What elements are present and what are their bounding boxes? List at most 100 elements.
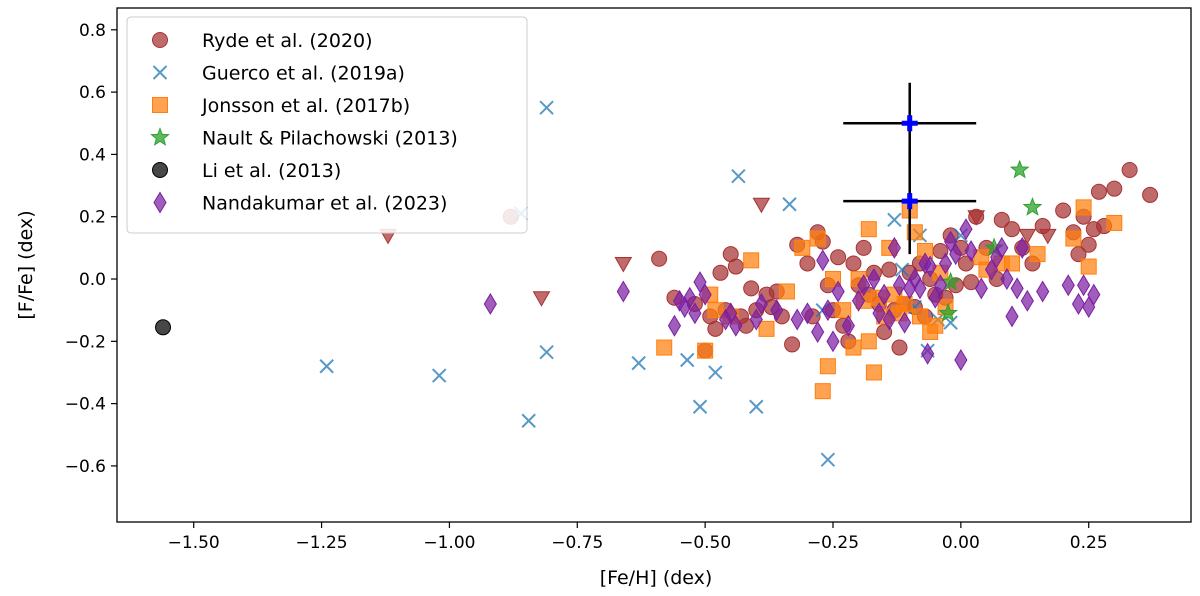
legend-marker-guerco-et-al-2019a (152, 65, 168, 80)
data-point-nandakumar-et-al-2023 (923, 255, 937, 278)
ticks-layer: −1.50 −1.25 −1.00 −0.75 −0.50 −0.25 0.00 0.25 −0… (65, 21, 1108, 553)
data-point-ryde-et-al-2020 (1004, 221, 1020, 238)
x-tick-label: 0.25 (1070, 533, 1108, 553)
data-point-nandakumar-et-al-2023 (1082, 296, 1096, 319)
x-axis-label: [Fe/H] (dex) (600, 567, 713, 589)
data-point-nandakumar-et-al-2023 (1005, 305, 1019, 328)
data-point-nandakumar-et-al-2023 (938, 252, 953, 275)
data-point-nandakumar-et-al-2023 (1015, 236, 1029, 259)
data-point-ryde-et-al-2020 (876, 323, 893, 340)
data-point-guerco-et-al-2019a (782, 197, 797, 212)
legend-marker-nault-pilachowski-2013 (150, 127, 170, 146)
legend-label-jonsson-et-al-2017b: Jonsson et al. (2017b) (201, 95, 410, 117)
data-point-ryde-et-al-2020 (743, 280, 760, 297)
data-point-guerco-et-al-2019a (539, 345, 554, 360)
data-layer (155, 100, 1159, 467)
data-point-guerco-et-al-2019a (539, 100, 554, 115)
data-point-nandakumar-et-al-2023 (698, 283, 712, 306)
data-point-jonsson-et-al-2017b (743, 252, 760, 269)
data-point-nandakumar-et-al-2023 (857, 274, 871, 297)
data-point-ryde-et-al-2020 (799, 255, 816, 272)
data-point-ryde-et-al-2020 (651, 250, 668, 267)
data-point-nandakumar-et-al-2023 (928, 286, 942, 309)
data-point-nault-pilachowski-2013 (1022, 196, 1043, 216)
data-point-nandakumar-et-al-2023 (995, 236, 1009, 259)
data-point-jonsson-et-al-2017b (819, 358, 836, 375)
data-point-nandakumar-et-al-2023 (688, 302, 702, 325)
data-point-nandakumar-et-al-2023 (898, 311, 912, 334)
x-tick-label: 0.00 (942, 533, 980, 553)
data-point-nandakumar-et-al-2023 (882, 308, 896, 331)
data-point-nandakumar-et-al-2023 (974, 277, 988, 300)
data-point-jonsson-et-al-2017b (1065, 230, 1082, 247)
legend-label-guerco-et-al-2019a: Guerco et al. (2019a) (202, 63, 405, 85)
data-point-nandakumar-et-al-2023 (770, 299, 784, 322)
data-point-nandakumar-et-al-2023 (693, 271, 707, 294)
data-point-nandakumar-et-al-2023 (800, 302, 815, 325)
data-point-nandakumar-et-al-2023 (724, 302, 738, 325)
data-point-nandakumar-et-al-2023 (851, 289, 866, 312)
data-point-nandakumar-et-al-2023 (483, 292, 497, 315)
data-point-ryde-et-al-2020-upper-limits (1038, 228, 1057, 245)
data-point-jonsson-et-al-2017b (1075, 199, 1092, 216)
data-point-ryde-et-al-2020 (1142, 186, 1159, 203)
data-point-guerco-et-al-2019a (692, 399, 708, 414)
data-point-nandakumar-et-al-2023 (1087, 283, 1101, 306)
x-tick-label: −0.25 (807, 533, 859, 553)
data-point-nandakumar-et-al-2023 (921, 342, 935, 365)
legend-marker-li-et-al-2013 (152, 162, 168, 178)
data-point-jonsson-et-al-2017b (1004, 255, 1020, 272)
data-point-nandakumar-et-al-2023 (1020, 289, 1034, 312)
data-point-nandakumar-et-al-2023 (831, 280, 845, 303)
data-point-ryde-et-al-2020 (830, 249, 847, 266)
error-point-marker (901, 193, 918, 210)
data-point-nandakumar-et-al-2023 (754, 292, 768, 315)
data-point-guerco-et-al-2019a (708, 365, 723, 380)
data-point-jonsson-et-al-2017b (835, 302, 852, 319)
data-point-jonsson-et-al-2017b (860, 333, 877, 350)
data-point-guerco-et-al-2019a (431, 368, 447, 383)
data-point-jonsson-et-al-2017b (865, 364, 882, 381)
data-point-nandakumar-et-al-2023 (1000, 268, 1014, 290)
data-point-nandakumar-et-al-2023 (816, 249, 830, 272)
y-tick-label: −0.2 (65, 332, 106, 352)
data-point-nandakumar-et-al-2023 (944, 230, 958, 253)
legend-label-nandakumar-et-al-2023: Nandakumar et al. (2023) (202, 193, 447, 215)
data-point-jonsson-et-al-2017b (860, 221, 877, 238)
data-point-nandakumar-et-al-2023 (1061, 274, 1075, 297)
data-point-jonsson-et-al-2017b (758, 320, 775, 337)
data-point-ryde-et-al-2020 (845, 255, 862, 272)
data-point-nandakumar-et-al-2023 (811, 321, 825, 343)
legend-label-ryde-et-al-2020: Ryde et al. (2020) (202, 30, 373, 52)
data-point-nandakumar-et-al-2023 (954, 349, 968, 371)
data-point-nandakumar-et-al-2023 (872, 302, 886, 325)
data-point-guerco-et-al-2019a (887, 212, 902, 228)
x-tick-label: −0.75 (551, 533, 603, 553)
data-point-ryde-et-al-2020-upper-limits (752, 197, 771, 214)
data-point-nandakumar-et-al-2023 (913, 277, 927, 300)
data-point-jonsson-et-al-2017b (697, 342, 714, 359)
data-point-ryde-et-al-2020 (855, 239, 872, 256)
data-point-ryde-et-al-2020 (993, 211, 1010, 228)
data-point-guerco-et-al-2019a (894, 262, 910, 277)
plot-frame (116, 7, 1192, 523)
data-point-guerco-et-al-2019a (820, 452, 836, 467)
data-point-ryde-et-al-2020 (1080, 236, 1097, 253)
legend-marker-nandakumar-et-al-2023 (153, 191, 167, 214)
data-point-jonsson-et-al-2017b (1106, 214, 1123, 231)
data-point-ryde-et-al-2020 (707, 320, 724, 337)
y-tick-label: 0.0 (79, 270, 106, 290)
data-point-nault-pilachowski-2013 (938, 302, 958, 322)
data-point-ryde-et-al-2020 (1121, 161, 1138, 178)
data-point-nandakumar-et-al-2023 (959, 218, 973, 241)
data-point-jonsson-et-al-2017b (1080, 258, 1097, 275)
data-point-jonsson-et-al-2017b (845, 339, 862, 356)
y-tick-label: 0.6 (79, 83, 106, 103)
data-point-nandakumar-et-al-2023 (984, 258, 999, 281)
error-point-marker (901, 115, 918, 132)
data-point-nandakumar-et-al-2023 (1077, 274, 1091, 297)
data-point-ryde-et-al-2020 (891, 339, 908, 356)
data-point-nault-pilachowski-2013 (940, 271, 961, 291)
data-point-nandakumar-et-al-2023 (867, 268, 881, 290)
